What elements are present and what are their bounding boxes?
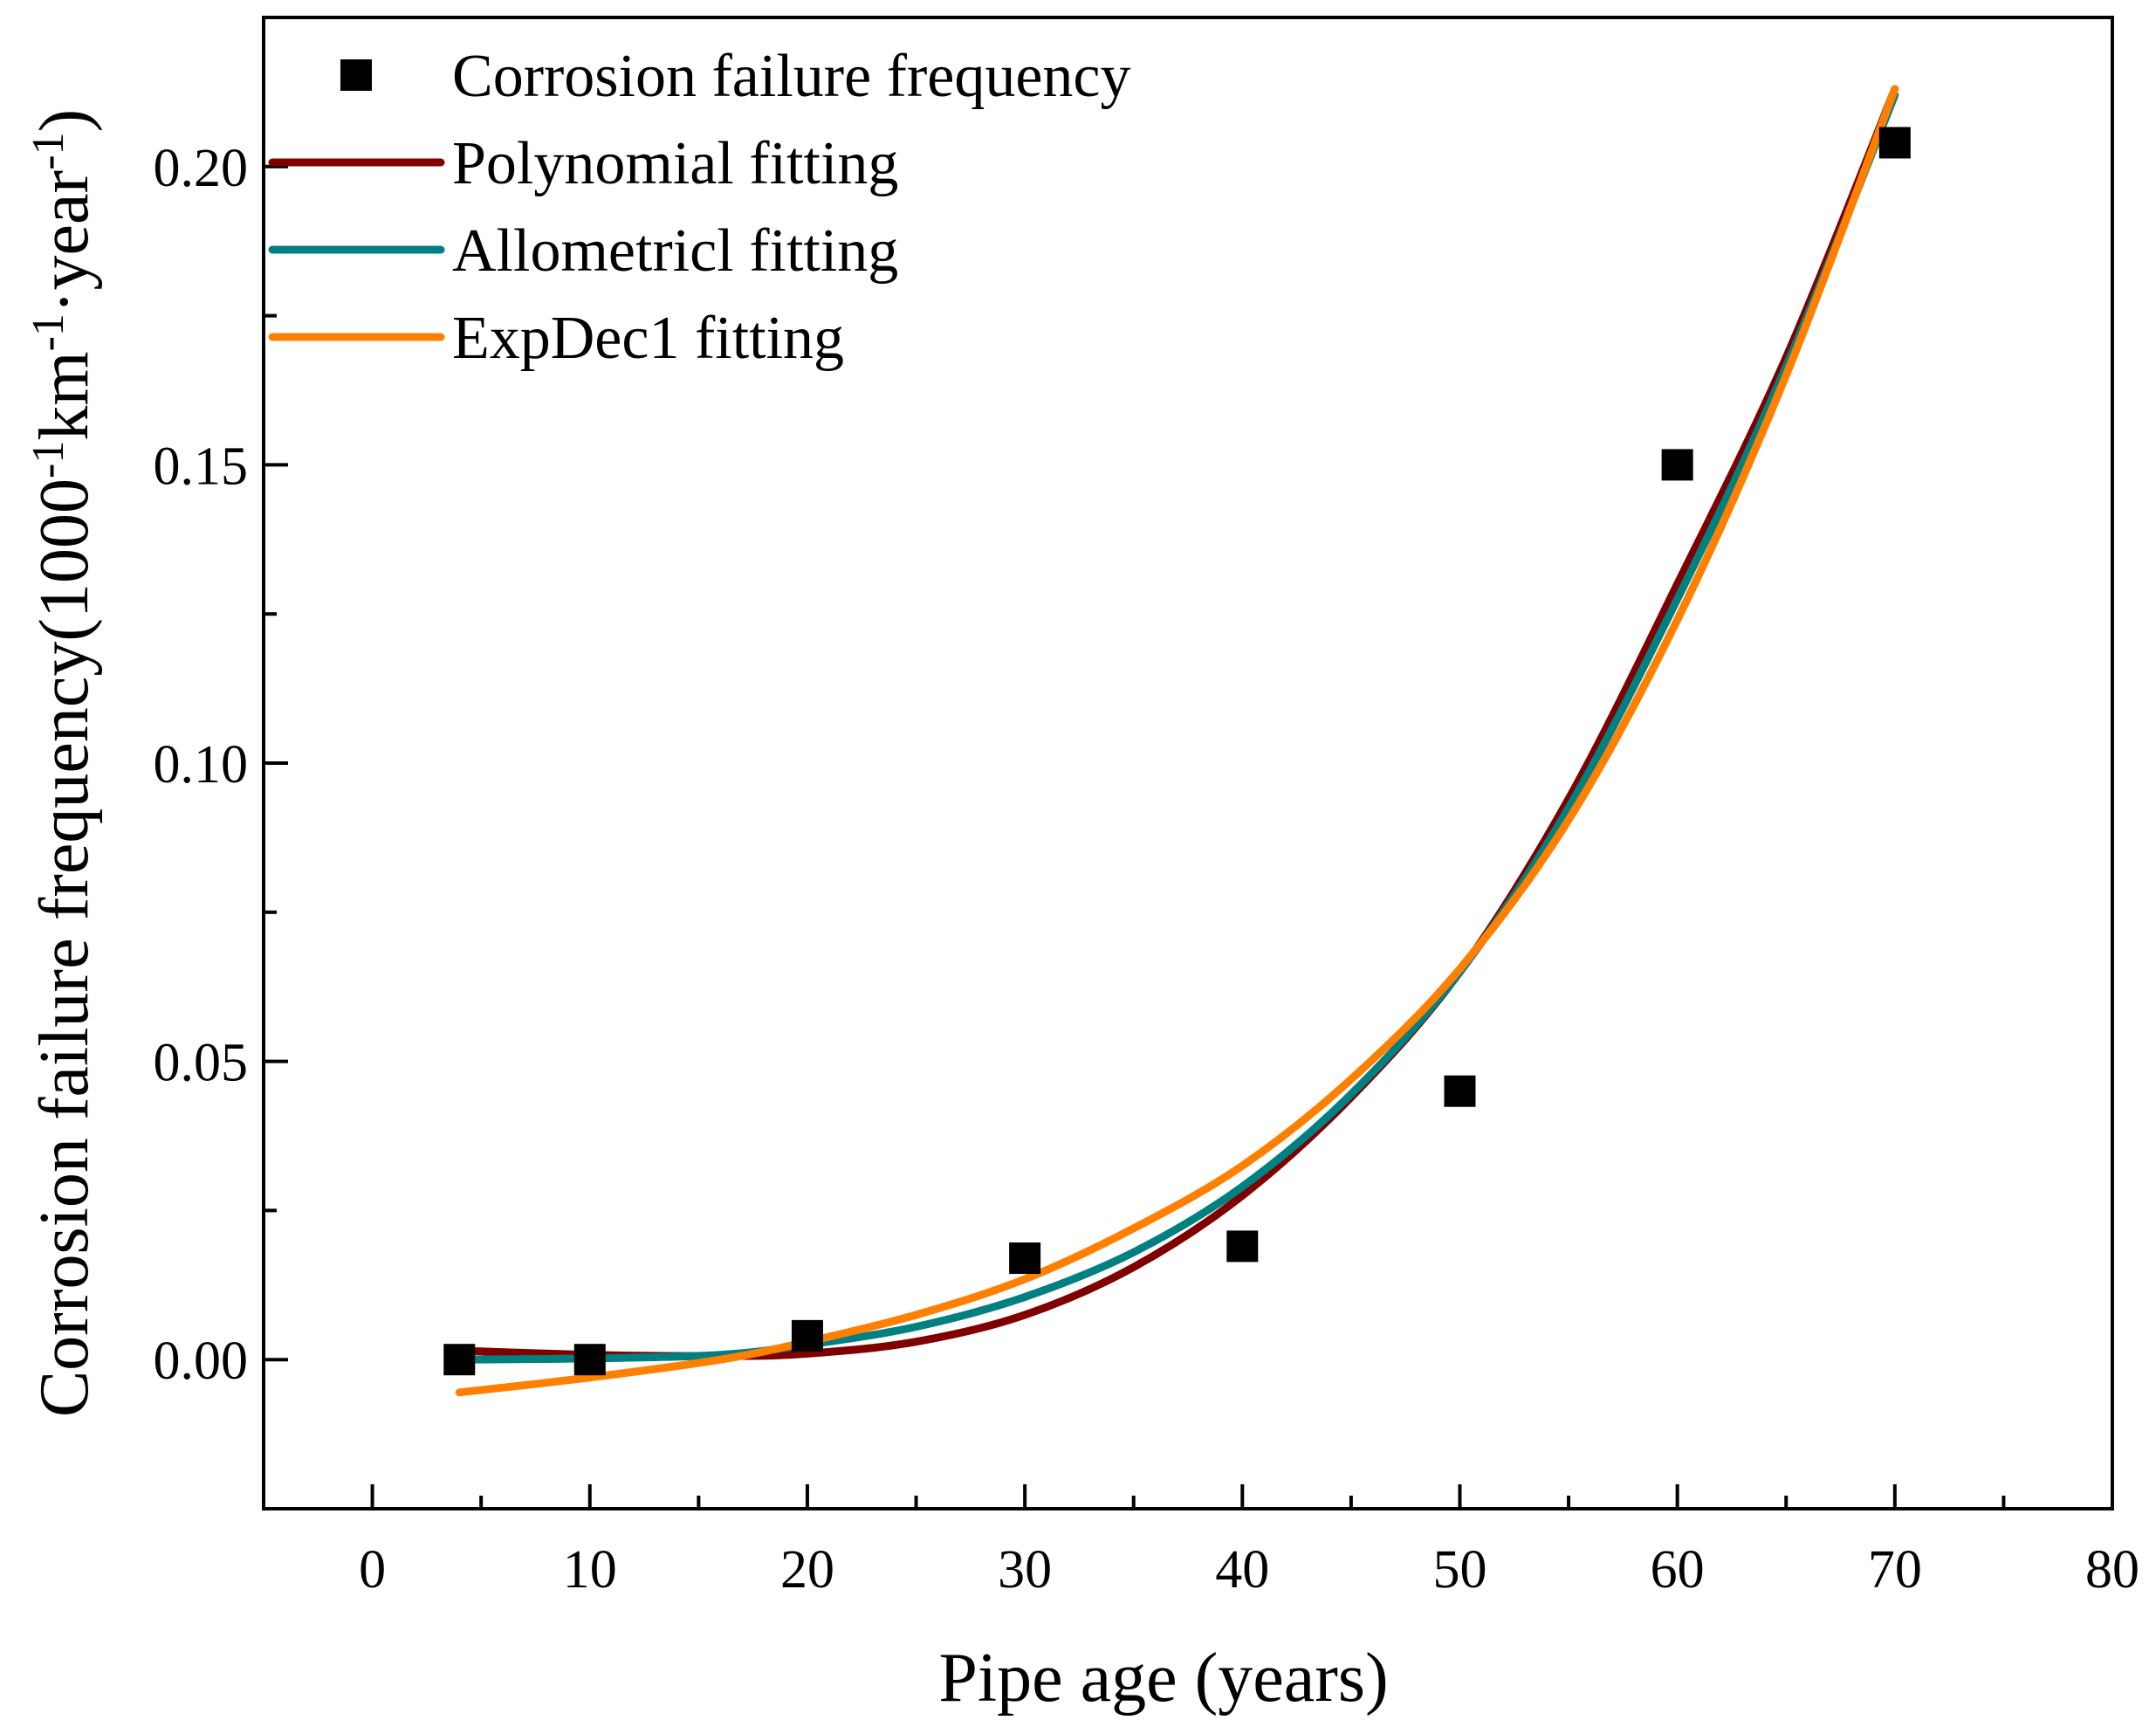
- x-tick-label: 70: [1868, 1540, 1922, 1600]
- y-axis-title-superscript: -1: [24, 313, 73, 351]
- y-tick-label: 0.10: [154, 735, 249, 795]
- x-tick-label: 80: [2085, 1540, 2139, 1600]
- x-tick-label: 30: [998, 1540, 1052, 1600]
- y-tick-label: 0.00: [154, 1331, 249, 1391]
- y-axis-title-superscript: -1: [24, 132, 73, 169]
- y-tick-label: 0.15: [154, 437, 249, 496]
- data-point: [1009, 1242, 1041, 1275]
- y-axis-title-part: ·year: [26, 170, 103, 313]
- x-axis-title: Pipe age (years): [938, 1640, 1388, 1717]
- y-tick-label: 0.20: [154, 139, 249, 198]
- ticks-layer: 0 10 20 30 40 50 60 70 80 0.00 0.05 0.10 0.15 0.20: [154, 16, 2139, 1600]
- y-axis-title-superscript: -1: [24, 441, 73, 478]
- y-axis-title: Corrosion failure frequency(1000-1km-1·y…: [24, 109, 103, 1417]
- x-tick-label: 40: [1215, 1540, 1269, 1600]
- x-tick-label: 20: [780, 1540, 834, 1600]
- legend-label: ExpDec1 fitting: [452, 305, 844, 372]
- fit-line-2: [455, 85, 1899, 1397]
- y-axis-title-part: Corrosion failure frequency(1000: [26, 478, 103, 1417]
- x-tick-label: 60: [1651, 1540, 1705, 1600]
- data-point: [1444, 1075, 1476, 1107]
- data-point: [1878, 127, 1911, 159]
- data-point: [791, 1319, 823, 1352]
- legend-label: Allometricl fitting: [452, 217, 898, 285]
- legend: Corrosion failure frequency Polynomial fi…: [268, 43, 1131, 372]
- data-point: [1226, 1230, 1259, 1263]
- data-point: [1661, 449, 1693, 481]
- series-layer: [455, 85, 1899, 1397]
- legend-label: Corrosion failure frequency: [452, 43, 1131, 110]
- x-tick-label: 50: [1432, 1540, 1487, 1600]
- legend-label: Polynomial fitting: [452, 130, 898, 197]
- y-axis-title-part: km: [26, 351, 103, 440]
- data-point: [573, 1344, 606, 1376]
- fit-line-1: [455, 91, 1899, 1364]
- x-tick-label: 0: [359, 1540, 386, 1600]
- points-layer: [443, 127, 1911, 1376]
- data-point: [443, 1344, 476, 1376]
- x-tick-label: 10: [563, 1540, 617, 1600]
- legend-marker-square: [340, 59, 372, 91]
- y-tick-label: 0.05: [154, 1034, 249, 1093]
- y-axis-title-part: ): [26, 109, 103, 133]
